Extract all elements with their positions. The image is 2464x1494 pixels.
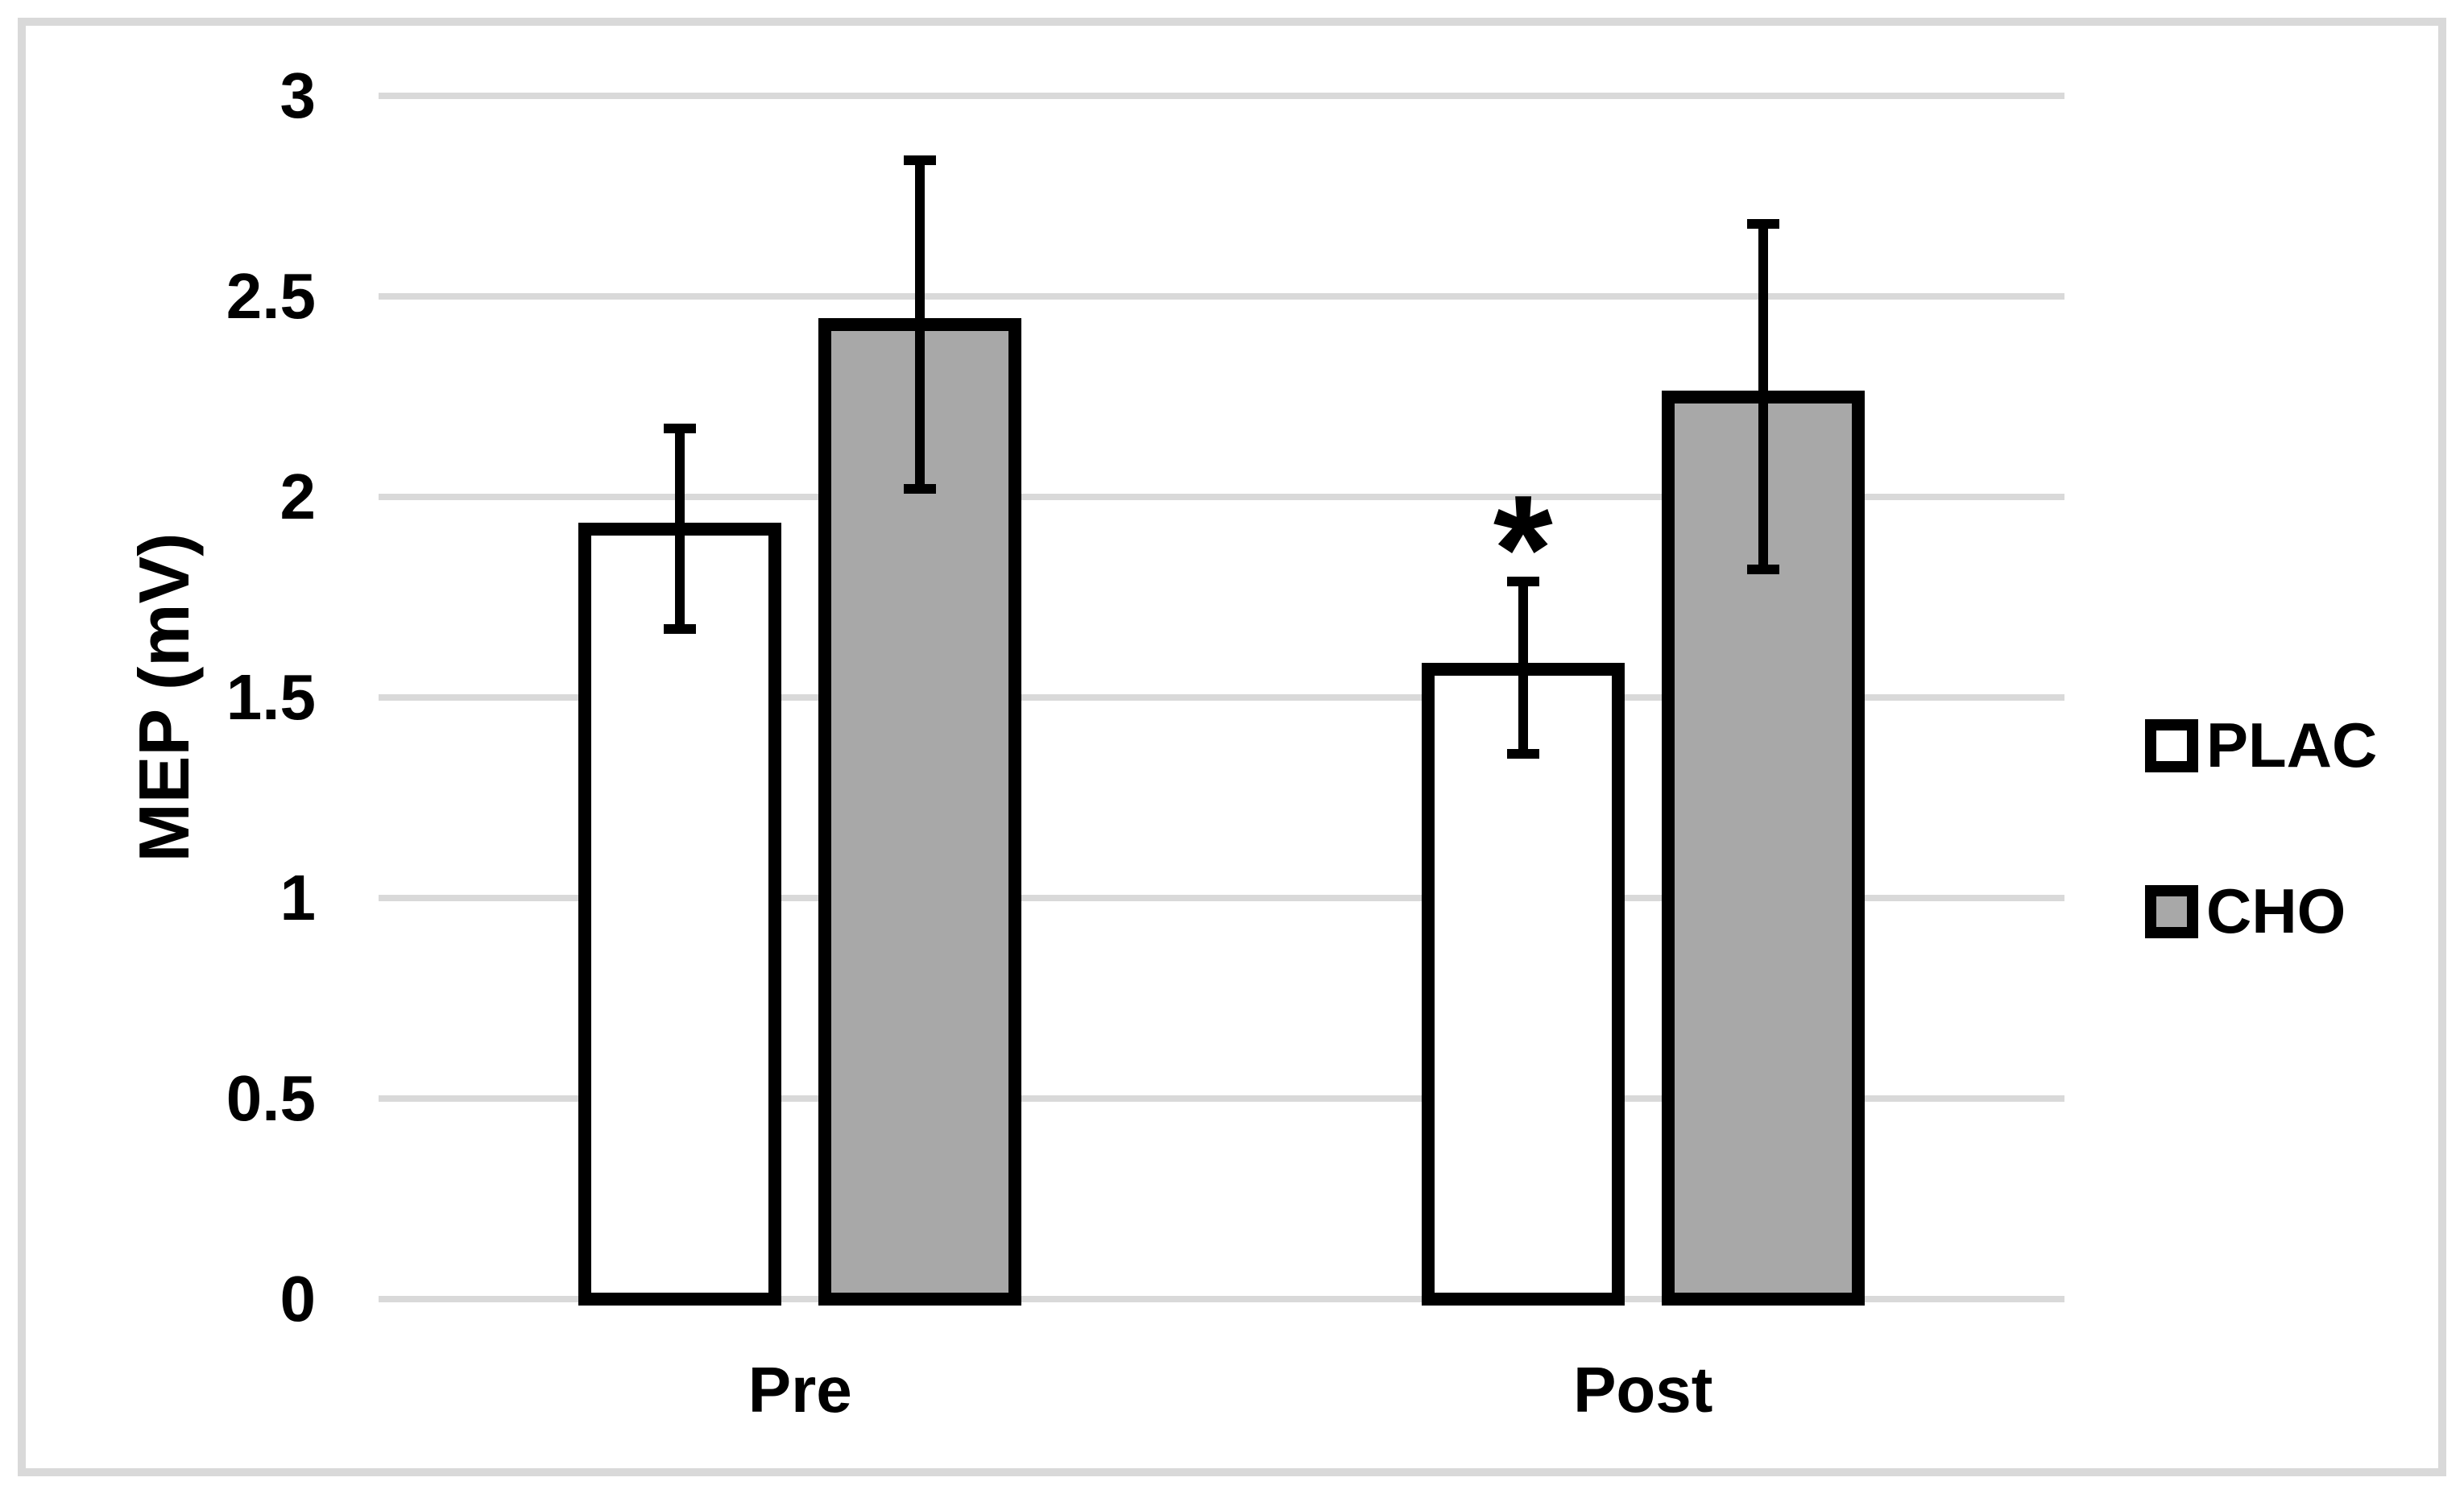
legend-item-plac: PLAC	[2145, 709, 2377, 782]
whisker-cap-bottom	[664, 624, 697, 635]
gridline-3	[379, 93, 2064, 99]
y-tick-label-3: 3	[280, 60, 317, 131]
legend-swatch-cho	[2145, 884, 2198, 938]
legend: PLAC CHO	[2145, 709, 2377, 1041]
y-tick-label-0.5: 0.5	[226, 1062, 316, 1134]
whisker-line	[1758, 224, 1768, 569]
whisker-cap-bottom	[904, 484, 937, 495]
y-tick-label-2.5: 2.5	[226, 260, 316, 332]
y-axis-title: MEP (mV)	[124, 532, 204, 863]
legend-label-plac: PLAC	[2206, 710, 2378, 780]
gridline-0.5	[379, 1095, 2064, 1102]
x-category-label-pre: Pre	[747, 1354, 852, 1426]
whisker-cap-bottom	[1506, 748, 1539, 759]
y-tick-label-2: 2	[280, 461, 317, 532]
legend-item-cho: CHO	[2145, 875, 2377, 948]
whisker-cap-top	[664, 424, 697, 434]
whisker-cap-top	[1746, 219, 1779, 230]
significance-asterisk: *	[1493, 463, 1553, 635]
gridline-1.5	[379, 694, 2064, 701]
whisker-line	[915, 159, 926, 490]
whisker-cap-top	[1506, 576, 1539, 586]
legend-swatch-plac	[2145, 718, 2198, 772]
gridline-2.5	[379, 293, 2064, 300]
y-tick-label-0: 0	[280, 1263, 317, 1335]
bar-pre-cho	[818, 317, 1022, 1306]
x-category-label-post: Post	[1573, 1354, 1713, 1426]
whisker-cap-top	[904, 155, 937, 165]
gridline-0	[379, 1296, 2064, 1302]
figure-border	[18, 18, 2446, 1476]
bar-post-plac	[1421, 663, 1625, 1306]
legend-label-cho: CHO	[2206, 875, 2346, 946]
gridline-1	[379, 895, 2064, 901]
gridline-2	[379, 494, 2064, 500]
bar-pre-plac	[578, 522, 782, 1306]
whisker-cap-bottom	[1746, 564, 1779, 574]
whisker-line	[675, 428, 685, 630]
y-tick-label-1: 1	[280, 862, 317, 933]
whisker-line	[1518, 581, 1528, 754]
y-tick-label-1.5: 1.5	[226, 661, 316, 733]
